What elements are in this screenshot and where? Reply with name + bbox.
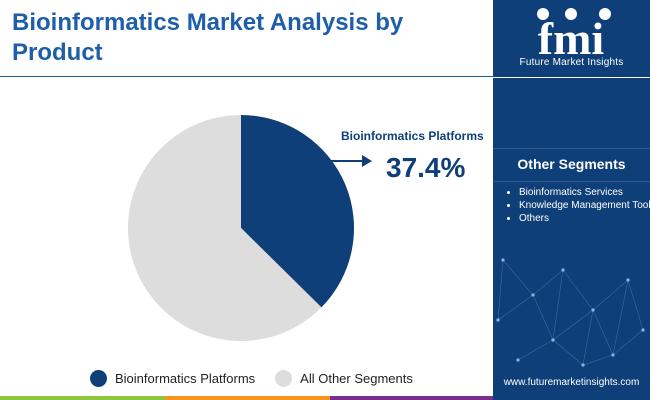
legend-swatch-others xyxy=(275,369,293,387)
segment-item: Knowledge Management Tools xyxy=(519,199,650,212)
website-url: www.futuremarketinsights.com xyxy=(503,377,640,388)
legend-item-others: All Other Segments xyxy=(275,369,413,387)
segment-item: Others xyxy=(519,212,650,225)
callout-arrow xyxy=(328,155,372,167)
svg-text:fmi: fmi xyxy=(538,13,605,58)
callout-label: Bioinformatics Platforms xyxy=(341,129,484,143)
other-segments-title: Other Segments xyxy=(517,156,626,172)
logo-divider xyxy=(493,77,650,78)
segment-item: Bioinformatics Services xyxy=(519,186,650,199)
pie-chart xyxy=(127,115,372,342)
page-title: Bioinformatics Market Analysis by Produc… xyxy=(12,9,404,66)
legend-label-others: All Other Segments xyxy=(300,370,413,386)
chart-legend: Bioinformatics Platforms All Other Segme… xyxy=(90,368,433,388)
fmi-logo-icon: fmi xyxy=(537,8,611,58)
legend-swatch-platforms xyxy=(90,369,107,387)
pie-slice-platforms xyxy=(241,115,354,308)
pie-slice-others xyxy=(127,115,322,342)
bar-orange xyxy=(165,396,330,400)
bar-green xyxy=(0,396,165,400)
brand-logo: fmi Future Market Insights xyxy=(493,0,650,78)
network-decoration-icon xyxy=(496,258,645,367)
bottom-color-bar xyxy=(0,396,493,400)
segments-header-band xyxy=(493,148,650,182)
legend-item-platforms: Bioinformatics Platforms xyxy=(90,369,256,387)
legend-label-platforms: Bioinformatics Platforms xyxy=(115,370,256,386)
brand-name: Future Market Insights xyxy=(519,57,624,68)
title-divider xyxy=(0,76,493,77)
callout-value: 37.4% xyxy=(386,152,466,183)
pie-slices xyxy=(127,115,354,342)
other-segments-list: Bioinformatics Services Knowledge Manage… xyxy=(505,186,650,225)
bar-purple xyxy=(330,396,493,400)
right-panel: fmi Future Market Insights Other Segment… xyxy=(493,0,650,400)
